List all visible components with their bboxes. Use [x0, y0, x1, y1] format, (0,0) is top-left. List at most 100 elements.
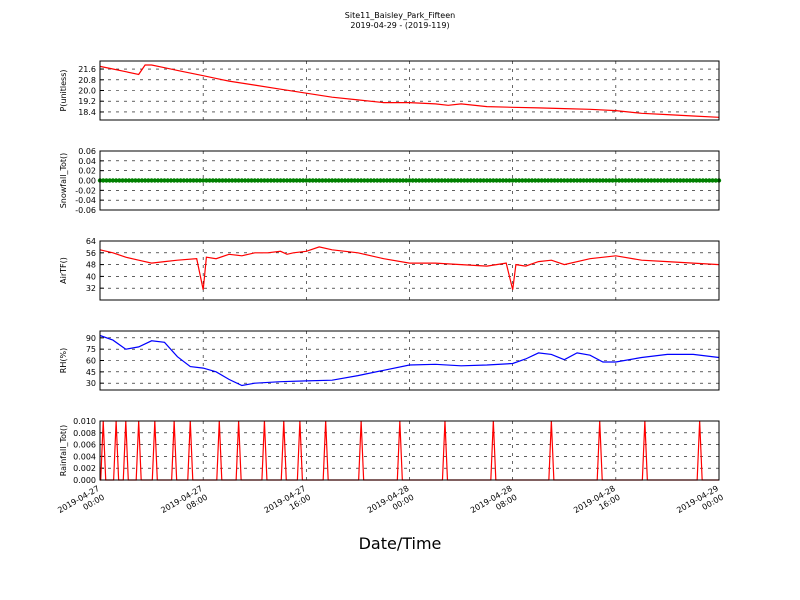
series-point	[562, 178, 567, 183]
series-point	[146, 178, 151, 183]
series-point	[445, 178, 451, 183]
series-point	[507, 178, 512, 183]
series-point	[213, 178, 219, 183]
series-point	[574, 178, 580, 183]
series-point	[101, 178, 106, 183]
series-point	[652, 178, 657, 183]
series-point	[420, 178, 425, 183]
series-point	[368, 178, 374, 183]
series-point	[336, 178, 341, 183]
series-point	[326, 178, 332, 183]
series-point	[494, 178, 499, 183]
series-point	[378, 178, 383, 183]
series-point	[317, 178, 322, 183]
x-tick-label: 2019-04-2716:00	[263, 484, 313, 524]
series-point	[307, 178, 312, 183]
series-point	[487, 178, 493, 183]
series-point	[597, 178, 602, 183]
series-point	[391, 178, 396, 183]
series-point	[107, 178, 112, 183]
panel-3-ytick-label: 56	[86, 249, 96, 258]
panel-1-ytick-label: 18.4	[78, 108, 96, 117]
series-point	[697, 178, 702, 183]
panel-5-ytick-label: 0.006	[73, 441, 96, 450]
series-point	[616, 178, 622, 183]
series-point	[620, 178, 625, 183]
series-point	[191, 178, 196, 183]
series-point	[320, 178, 325, 183]
series-point	[323, 178, 328, 183]
panel-2-ytick-label: 0.06	[78, 147, 96, 156]
series-point	[565, 178, 570, 183]
series-point	[358, 178, 364, 183]
series-point	[500, 178, 506, 183]
panel-3-ytick-label: 64	[86, 237, 96, 246]
series-point	[291, 178, 296, 183]
series-point	[262, 178, 267, 183]
series-point	[678, 178, 683, 183]
series-point	[526, 178, 531, 183]
series-point	[400, 178, 406, 183]
series-point	[120, 178, 125, 183]
x-tick-label: 2019-04-2700:00	[56, 484, 106, 524]
panel-3-frame	[99, 240, 720, 301]
series-point	[339, 178, 344, 183]
panel-4-ytick-label: 75	[86, 345, 96, 354]
series-point	[433, 178, 438, 183]
series-point	[258, 178, 264, 183]
series-point	[384, 178, 390, 183]
series-point	[504, 178, 509, 183]
chart-subtitle: 2019-04-29 - (2019-119)	[350, 21, 450, 30]
series-point	[229, 178, 235, 183]
series-point	[397, 178, 403, 183]
series-point	[142, 178, 148, 183]
panel-1-ytick-label: 21.6	[78, 65, 96, 74]
series-point	[288, 178, 293, 183]
series-point	[674, 178, 680, 183]
series-point	[439, 178, 444, 183]
series-point	[636, 178, 641, 183]
series-point	[449, 178, 454, 183]
series-point	[452, 178, 457, 183]
series-point	[549, 178, 554, 183]
series-point	[123, 178, 128, 183]
panel-1-ylabel: P(unitless)	[59, 69, 68, 111]
series-point	[533, 178, 538, 183]
panel-2-ytick-label: 0.00	[78, 177, 96, 186]
panel-4-ytick-label: 45	[86, 368, 96, 377]
series-point	[491, 178, 496, 183]
series-point	[426, 178, 432, 183]
series-point	[249, 178, 254, 183]
series-point	[594, 178, 599, 183]
series-point	[694, 178, 699, 183]
series-point	[188, 178, 193, 183]
series-point	[513, 178, 519, 183]
series-point	[629, 178, 635, 183]
series-point	[536, 178, 541, 183]
series-point	[233, 178, 238, 183]
series-point	[691, 178, 696, 183]
series-point	[304, 178, 309, 183]
series-point	[423, 178, 428, 183]
x-axis-label: Date/Time	[358, 534, 442, 553]
series-point	[346, 178, 351, 183]
series-point	[478, 178, 483, 183]
series-point	[542, 178, 548, 183]
panel-2-frame	[99, 150, 720, 211]
series-point	[442, 178, 448, 183]
panel-4-ytick-label: 60	[86, 357, 96, 366]
series-point	[481, 178, 486, 183]
series-point	[510, 178, 515, 183]
series-point	[710, 178, 715, 183]
series-point	[223, 178, 228, 183]
series-point	[713, 178, 718, 183]
series-point	[300, 178, 306, 183]
series-point	[313, 178, 319, 183]
series-point	[558, 178, 564, 183]
series-point	[649, 178, 654, 183]
series-point	[155, 178, 161, 183]
series-line	[99, 246, 720, 290]
series-point	[297, 178, 303, 183]
panel-4-ytick-label: 90	[86, 334, 96, 343]
series-point	[568, 178, 573, 183]
